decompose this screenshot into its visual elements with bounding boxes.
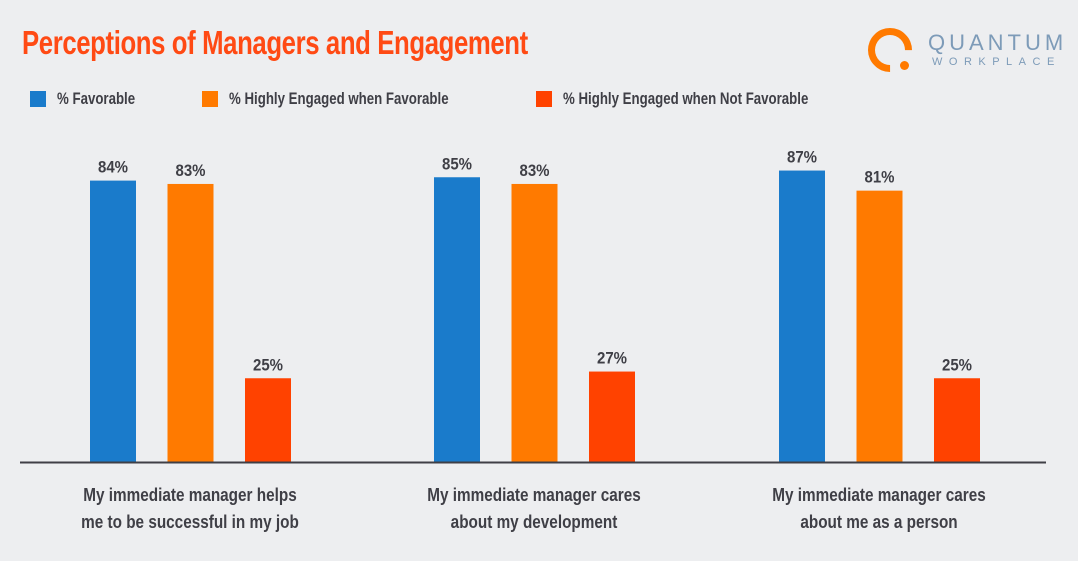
category-label-line: about my development xyxy=(450,512,618,532)
category-label: My immediate manager helps me to be succ… xyxy=(40,482,340,536)
legend-item-engaged-not-favorable: % Highly Engaged when Not Favorable xyxy=(536,89,878,109)
logo-text-line2: WORKPLACE xyxy=(932,56,1061,68)
legend-label: % Highly Engaged when Not Favorable xyxy=(563,89,809,108)
bar xyxy=(434,177,480,462)
logo-dot-icon xyxy=(900,61,909,70)
bar xyxy=(511,183,558,462)
data-label: 85% xyxy=(442,154,472,173)
data-label: 25% xyxy=(942,355,972,374)
legend-swatch xyxy=(202,91,218,107)
bar xyxy=(245,378,291,462)
category-label: My immediate manager cares about my deve… xyxy=(384,482,684,536)
data-label: 83% xyxy=(520,161,550,180)
data-label: 81% xyxy=(865,168,895,187)
category-label-line: My immediate manager cares xyxy=(772,485,986,505)
data-label: 87% xyxy=(787,148,817,167)
category-label-line: me to be successful in my job xyxy=(81,512,299,532)
bar xyxy=(779,170,825,463)
bar xyxy=(934,378,980,462)
legend-item-favorable: % Favorable xyxy=(30,89,157,109)
legend-label: % Favorable xyxy=(57,89,136,108)
bar xyxy=(90,180,136,462)
legend-swatch xyxy=(30,91,46,107)
bar xyxy=(589,371,635,462)
legend-swatch xyxy=(536,91,552,107)
data-label: 27% xyxy=(597,349,627,368)
legend-label: % Highly Engaged when Favorable xyxy=(229,89,449,108)
data-label: 83% xyxy=(176,161,206,180)
quantum-workplace-logo: QUANTUM WORKPLACE xyxy=(858,18,1068,82)
chart-title: Perceptions of Managers and Engagement xyxy=(22,24,528,61)
data-label: 25% xyxy=(253,355,283,374)
legend-item-engaged-favorable: % Highly Engaged when Favorable xyxy=(202,89,511,109)
logo-text-line1: QUANTUM xyxy=(928,30,1068,55)
category-label-line: My immediate manager helps xyxy=(83,485,297,505)
category-label-line: My immediate manager cares xyxy=(427,485,641,505)
bar xyxy=(856,190,903,462)
category-label: My immediate manager cares about me as a… xyxy=(729,482,1029,536)
data-label: 84% xyxy=(98,158,128,177)
bar xyxy=(167,183,214,462)
category-label-line: about me as a person xyxy=(800,512,958,532)
